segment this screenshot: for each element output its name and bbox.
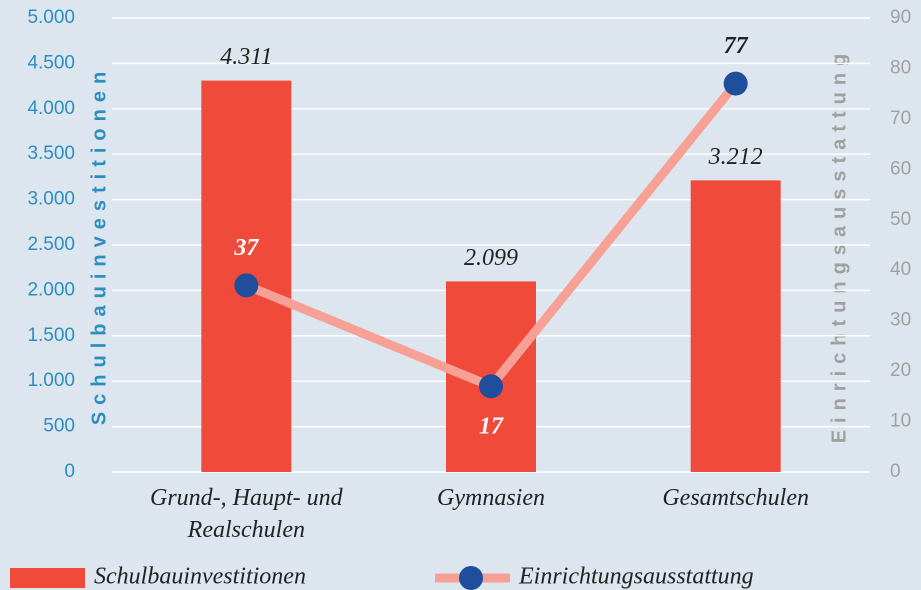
line-marker xyxy=(479,374,503,399)
line-value-label: 37 xyxy=(233,235,259,261)
y2-tick-label: 80 xyxy=(890,57,911,78)
y-tick-label: 500 xyxy=(43,416,75,437)
x-tick-label: Gymnasien xyxy=(437,485,545,511)
y-tick-label: 3.000 xyxy=(27,189,75,210)
y-tick-label: 3.500 xyxy=(27,143,75,164)
y-tick-label: 2.000 xyxy=(27,279,75,300)
x-tick-label: Grund-, Haupt- und Realschulen xyxy=(150,485,343,543)
line-marker xyxy=(723,71,748,96)
legend-swatch xyxy=(10,568,85,588)
y-tick-label: 4.000 xyxy=(27,98,75,119)
line-value-label: 17 xyxy=(479,414,504,440)
legend-label: Einrichtungsausstattung xyxy=(518,564,754,590)
y-tick-label: 4.500 xyxy=(27,52,75,73)
line-marker xyxy=(234,273,259,298)
y2-tick-label: 60 xyxy=(890,158,911,179)
y2-tick-label: 10 xyxy=(890,411,911,432)
bar-value-label: 3.212 xyxy=(708,144,763,170)
y-tick-label: 0 xyxy=(64,461,75,482)
y2-tick-label: 30 xyxy=(890,310,911,331)
y2-tick-label: 50 xyxy=(890,209,911,230)
legend-marker xyxy=(459,566,483,590)
y2-tick-label: 0 xyxy=(890,461,901,482)
y-tick-label: 1.000 xyxy=(27,370,75,391)
y-axis-title: Schulbauinvestitionen xyxy=(88,65,110,425)
bar-value-label: 2.099 xyxy=(464,245,518,271)
y2-tick-label: 20 xyxy=(890,360,911,381)
y2-tick-label: 40 xyxy=(890,259,911,280)
y2-tick-label: 70 xyxy=(890,108,911,129)
line-value-label: 77 xyxy=(724,33,749,59)
bar-value-label: 4.311 xyxy=(220,44,272,70)
y-tick-label: 1.500 xyxy=(27,325,75,346)
bar xyxy=(690,180,781,472)
y2-tick-label: 90 xyxy=(890,7,911,28)
y-tick-label: 2.500 xyxy=(27,234,75,255)
legend-label: Schulbauinvestitionen xyxy=(94,564,306,590)
x-tick-label: Gesamtschulen xyxy=(662,485,809,511)
y-tick-label: 5.000 xyxy=(27,7,75,28)
